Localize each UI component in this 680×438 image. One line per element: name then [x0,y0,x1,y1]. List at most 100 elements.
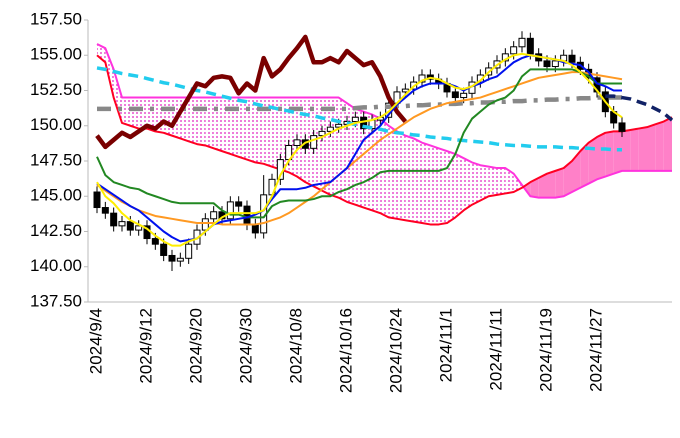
cloud [447,151,456,224]
cloud [222,97,231,154]
line [96,68,622,219]
candle-body [110,212,118,227]
cloud [230,97,239,157]
candle-body [201,218,209,231]
cloud [255,97,264,164]
cloud [530,177,539,198]
cloud [138,97,147,129]
cloud [380,118,389,218]
cloud [438,148,447,225]
x-tick-label: 2024/9/20 [186,308,205,384]
cloud [322,97,331,195]
candle-body [226,201,234,220]
cloud [188,97,197,145]
cloud [563,161,572,197]
cloud [405,135,414,222]
cloud [588,137,597,184]
line [96,52,623,247]
candle-body [510,46,518,55]
x-tick-label: 2024/10/8 [286,308,305,384]
candle-body [310,135,318,149]
y-tick-label: 140.00 [30,256,82,275]
x-tick-label: 2024/11/27 [586,308,605,392]
cloud [97,43,106,63]
cloud [613,131,622,174]
cloud [272,97,281,170]
cloud [430,145,439,225]
y-tick-label: 150.00 [30,115,82,134]
cloud [197,97,206,146]
cloud [505,168,514,194]
cloud [497,168,506,195]
cloud [413,138,422,224]
cloud [338,97,347,202]
cloud [647,124,656,171]
cloud [163,97,172,136]
x-tick-label: 2024/9/4 [86,308,105,374]
cloud [472,162,481,205]
line [95,34,408,150]
line [605,94,674,122]
cloud [205,97,214,149]
x-tick-label: 2024/10/16 [336,308,355,393]
candle-body [551,60,559,68]
cloud [655,121,664,171]
candle-body [210,211,218,220]
cloud [638,127,647,171]
x-tick-label: 2024/11/11 [486,308,505,391]
candle-body [518,37,526,48]
cloud [130,97,139,129]
candle-body [543,60,551,68]
candle-body [151,238,159,245]
cloud [597,132,606,180]
x-tick-label: 2024/11/1 [436,308,455,382]
candle-body [251,223,259,234]
x-tick-label: 2024/9/12 [136,308,155,384]
cloud [572,151,581,193]
candle-body [335,123,343,128]
candle-body [235,201,243,207]
candle-body [135,225,143,231]
candle-body [526,37,534,55]
candle-body [618,122,626,132]
cloud [488,166,497,197]
cloud [513,173,522,193]
candle-body [126,221,134,231]
cloud [347,103,356,205]
candle-body [185,243,193,259]
cloud [363,111,372,211]
y-tick-label: 157.50 [30,9,82,28]
candle-body [318,130,326,137]
cloud [422,142,431,225]
cloud [555,168,564,198]
candle-body [118,221,126,227]
cloud [122,97,131,126]
cloud [238,97,247,160]
candle-body [160,243,168,256]
candle-body [326,126,334,132]
y-tick-label: 145.00 [30,186,82,205]
x-tick-label: 2024/9/30 [236,308,255,384]
line [96,54,673,226]
cloud [538,173,547,198]
line [96,71,623,226]
cloud [263,97,272,167]
cloud [630,128,639,171]
candle-body [93,191,101,209]
cloud [388,125,397,219]
cloud [455,153,464,218]
candle-body [101,207,109,214]
candle-body [460,92,468,99]
cloud [313,97,322,191]
y-tick-label: 147.50 [30,150,82,169]
cloud [605,131,614,177]
line [96,43,672,199]
cloud [147,97,156,132]
x-tick-label: 2024/11/19 [536,308,555,392]
y-tick-label: 155.00 [30,45,82,64]
candle-body [176,257,184,262]
candle-body [293,139,301,146]
x-tick-label: 2024/10/24 [386,308,405,393]
cloud [463,158,472,211]
